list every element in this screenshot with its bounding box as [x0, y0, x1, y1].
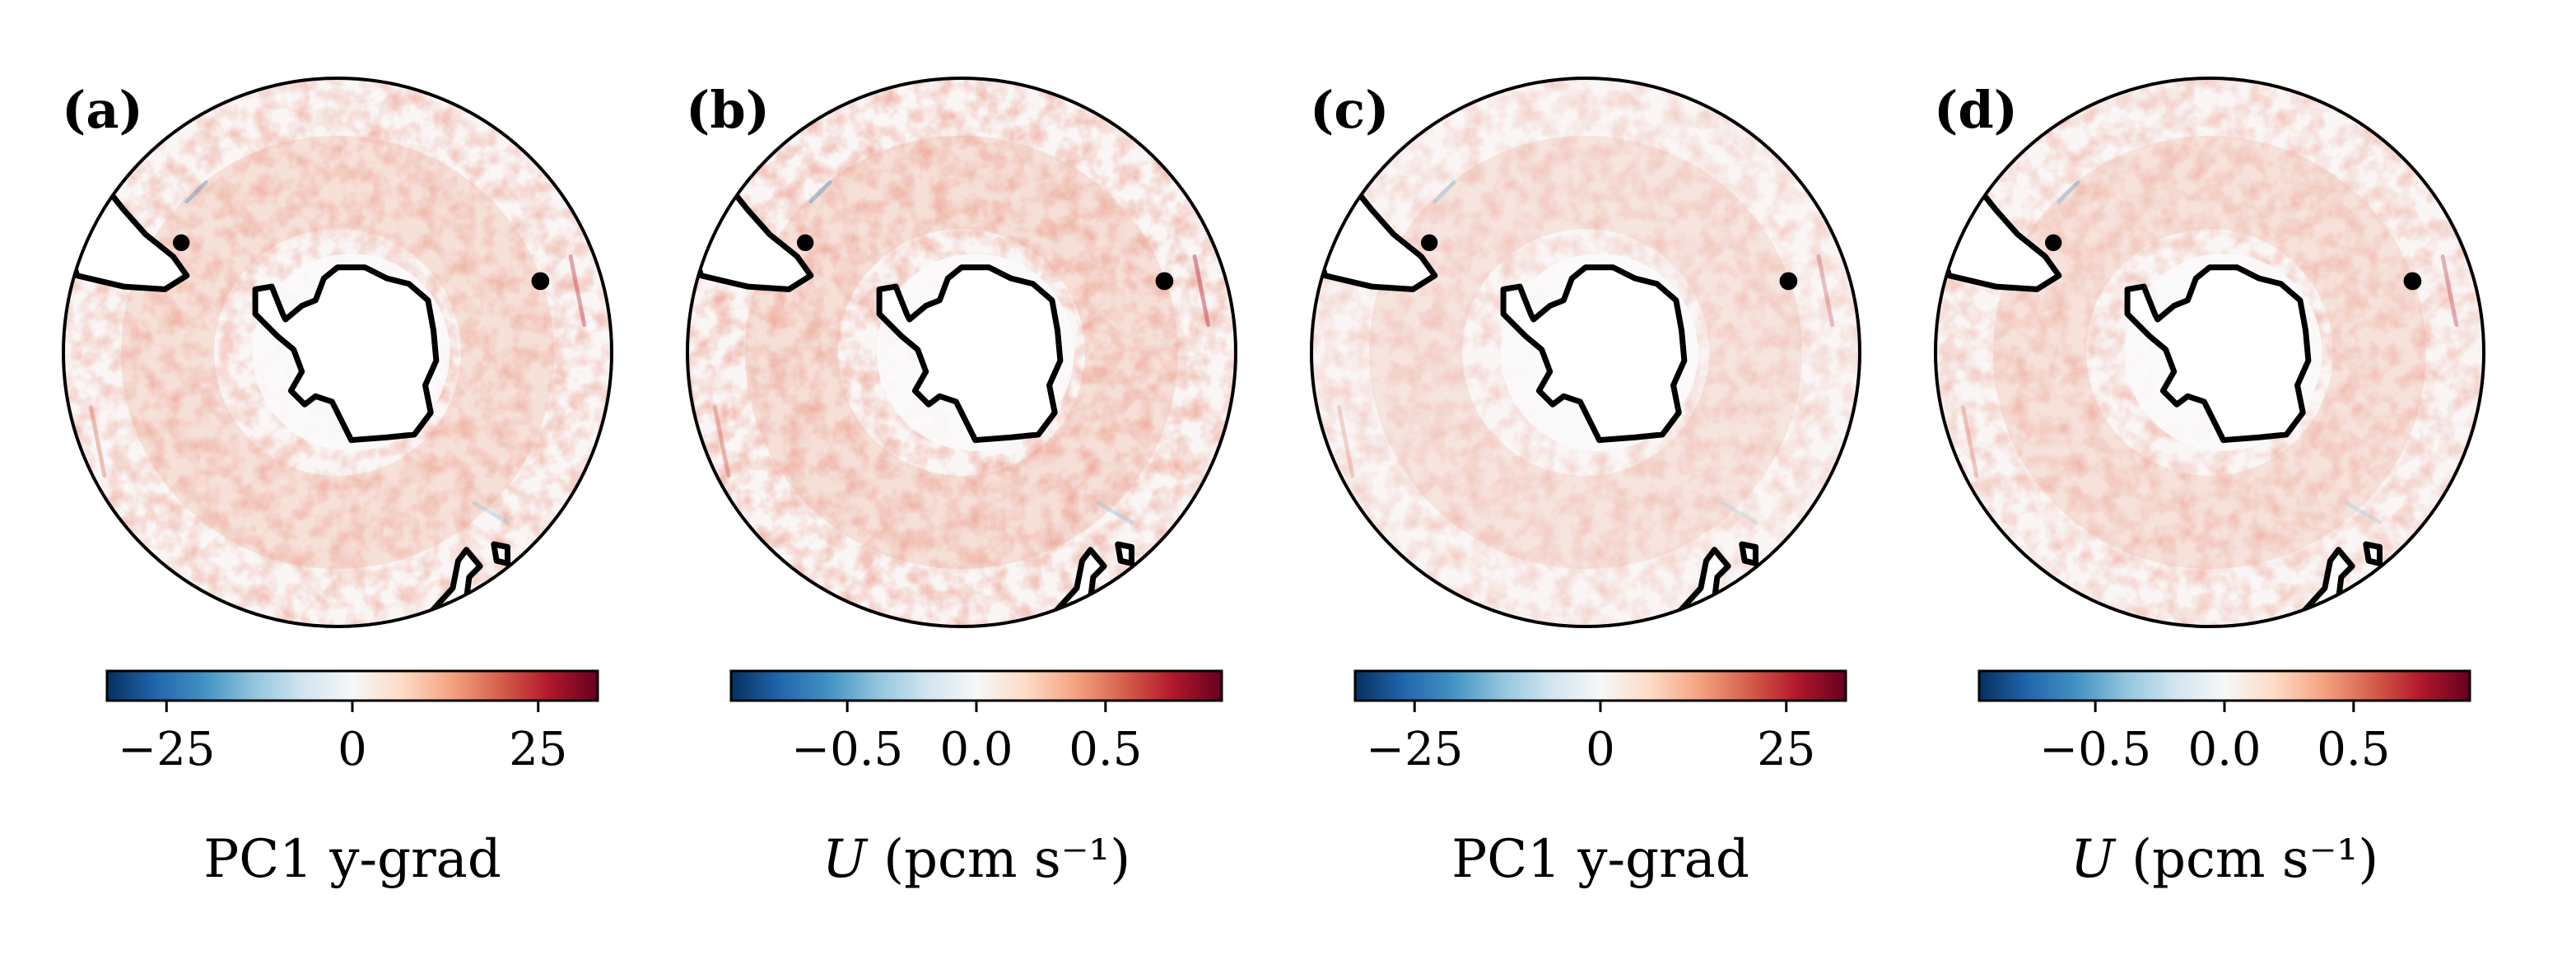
island-outline: [531, 272, 550, 291]
colorbar-label-unit: (pcm s⁻¹): [867, 829, 1130, 890]
colorbar-label-symbol: U: [822, 829, 869, 890]
colorbar-tick-label: −25: [1366, 723, 1463, 776]
island-outline: [1421, 234, 1438, 251]
panel-label: (d): [1934, 80, 2018, 140]
tasmania-outline: [2363, 541, 2383, 566]
polar-map: [687, 78, 1236, 627]
colorbar-tick-label: 25: [509, 723, 567, 776]
island-outline: [1155, 272, 1174, 291]
colorbar-label: U (pcm s⁻¹): [2071, 829, 2378, 890]
panel-label: (c): [1310, 80, 1389, 140]
tasmania-outline: [1739, 541, 1758, 566]
colorbar-tick-label: 0.0: [939, 723, 1013, 776]
antarctica-outline: [1500, 264, 1688, 444]
tasmania-outline: [491, 541, 510, 566]
antarctica-outline: [252, 264, 440, 444]
island-outline: [173, 234, 190, 251]
africa-outline: [2289, 547, 2355, 627]
colorbar-label: PC1 y-grad: [203, 829, 501, 890]
africa-outline: [1665, 547, 1731, 627]
antarctica-outline: [876, 264, 1064, 444]
island-outline: [797, 234, 814, 251]
colorbar-label-symbol: U: [2071, 829, 2117, 890]
panel-label: (a): [62, 80, 143, 140]
colorbar-tick-label: −0.5: [2039, 723, 2151, 776]
colorbar-gradient: [1977, 669, 2471, 702]
colorbar-tick-label: −25: [118, 723, 215, 776]
colorbar-tick-label: 0.5: [1069, 723, 1142, 776]
africa-outline: [1041, 547, 1107, 627]
map-boundary: [1310, 77, 1861, 628]
colorbar-tick-label: −0.5: [791, 723, 903, 776]
polar-map: [63, 78, 612, 627]
colorbar-label: PC1 y-grad: [1451, 829, 1749, 890]
tasmania-outline: [1115, 541, 1134, 566]
colorbar-label: U (pcm s⁻¹): [822, 829, 1130, 890]
colorbar-tick-label: 25: [1757, 723, 1815, 776]
panel-b: (b) −0.5 0.0 0.5 U (pcm s⁻¹): [686, 77, 1237, 890]
colorbar-tick-label: 0: [338, 723, 367, 776]
colorbar-gradient: [729, 669, 1223, 702]
island-outline: [2045, 234, 2062, 251]
map-boundary: [62, 77, 613, 628]
colorbar-tick-label: 0: [1586, 723, 1615, 776]
polar-map: [1935, 78, 2484, 627]
colorbar: −0.5 0.0 0.5 U (pcm s⁻¹): [1977, 669, 2471, 890]
panel-d: (d) −0.5 0.0 0.5 U (pcm s⁻¹): [1934, 77, 2485, 890]
africa-outline: [417, 547, 483, 627]
colorbar: −0.5 0.0 0.5 U (pcm s⁻¹): [729, 669, 1223, 890]
map-boundary: [1934, 77, 2485, 628]
polar-map: [1311, 78, 1860, 627]
colorbar-label-text: PC1 y-grad: [1451, 829, 1749, 890]
panel-label: (b): [686, 80, 770, 140]
colorbar-gradient: [105, 669, 599, 702]
colorbar-tick-label: 0.0: [2187, 723, 2261, 776]
colorbar-tick-label: 0.5: [2317, 723, 2390, 776]
colorbar-label-text: PC1 y-grad: [203, 829, 501, 890]
map-boundary: [686, 77, 1237, 628]
colorbar-label-unit: (pcm s⁻¹): [2115, 829, 2378, 890]
island-outline: [1779, 272, 1798, 291]
colorbar-gradient: [1353, 669, 1847, 702]
antarctica-outline: [2124, 264, 2312, 444]
island-outline: [2403, 272, 2422, 291]
